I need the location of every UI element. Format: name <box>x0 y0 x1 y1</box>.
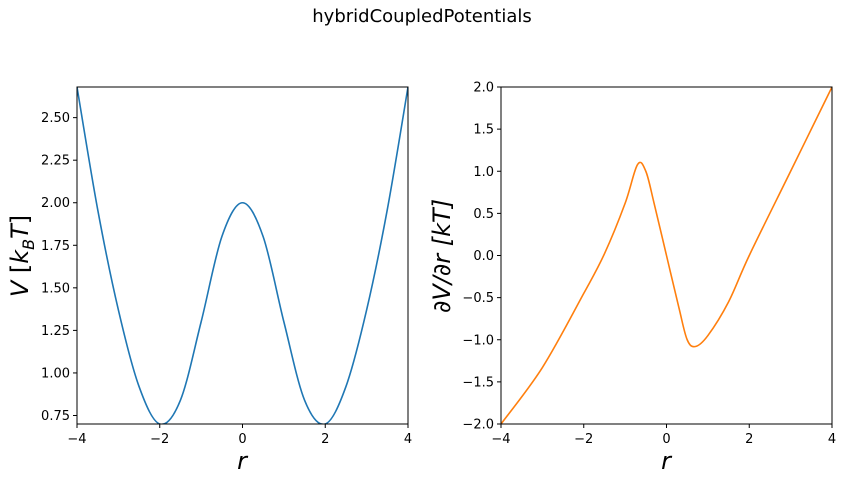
right-xtick-label: −4 <box>491 432 510 447</box>
left-ytick-label: 1.75 <box>41 239 70 254</box>
right-ytick-label: −2.0 <box>462 418 494 433</box>
right-ytick-label: 0.0 <box>473 249 494 264</box>
right-ytick-label: 1.0 <box>473 165 494 180</box>
right-xlabel: r <box>661 447 673 475</box>
left-ytick-label: 1.25 <box>41 324 70 339</box>
left-ytick-label: 2.25 <box>41 154 70 169</box>
left-ytick-label: 0.75 <box>41 409 70 424</box>
right-ytick-label: −1.0 <box>462 333 494 348</box>
right-ytick-label: 0.5 <box>473 207 494 222</box>
left-xtick-label: 2 <box>321 432 329 447</box>
right-ytick-label: 1.5 <box>473 123 494 138</box>
right-xtick-label: 0 <box>662 432 670 447</box>
figure-suptitle: hybridCoupledPotentials <box>312 6 531 27</box>
left-series-line-0 <box>77 87 408 424</box>
right-ytick-label: −1.5 <box>462 375 494 390</box>
right-xtick-label: 2 <box>745 432 753 447</box>
left-axes-frame <box>76 86 409 425</box>
right-ytick-label: −0.5 <box>462 291 494 306</box>
left-ytick-label: 1.50 <box>41 281 70 296</box>
right-ytick-label: 2.0 <box>473 81 494 96</box>
left-ylabel: V [kBT] <box>6 215 38 297</box>
left-xtick-label: −2 <box>150 432 169 447</box>
right-xtick-label: −2 <box>574 432 593 447</box>
right-xtick-label: 4 <box>828 432 836 447</box>
left-xlabel: r <box>237 447 249 475</box>
left-xtick-label: 0 <box>238 432 246 447</box>
left-ytick-label: 1.00 <box>41 366 70 381</box>
left-ytick-label: 2.50 <box>41 111 70 126</box>
left-ytick-label: 2.00 <box>41 196 70 211</box>
left-xtick-label: −4 <box>67 432 86 447</box>
right-ylabel: ∂V/∂r [kT] <box>428 199 456 313</box>
left-xtick-label: 4 <box>404 432 412 447</box>
right-series-line-0 <box>501 87 832 424</box>
left-panel: −4 −2 0 2 4 0.75 1.00 1.25 1.50 1.75 2.00 2.25 2.50 <box>41 86 412 447</box>
right-panel: −4 −2 0 2 4 −2.0 −1.5 −1.0 −0.5 0.0 0.5 1.0 1.5 2.0 <box>462 81 836 448</box>
